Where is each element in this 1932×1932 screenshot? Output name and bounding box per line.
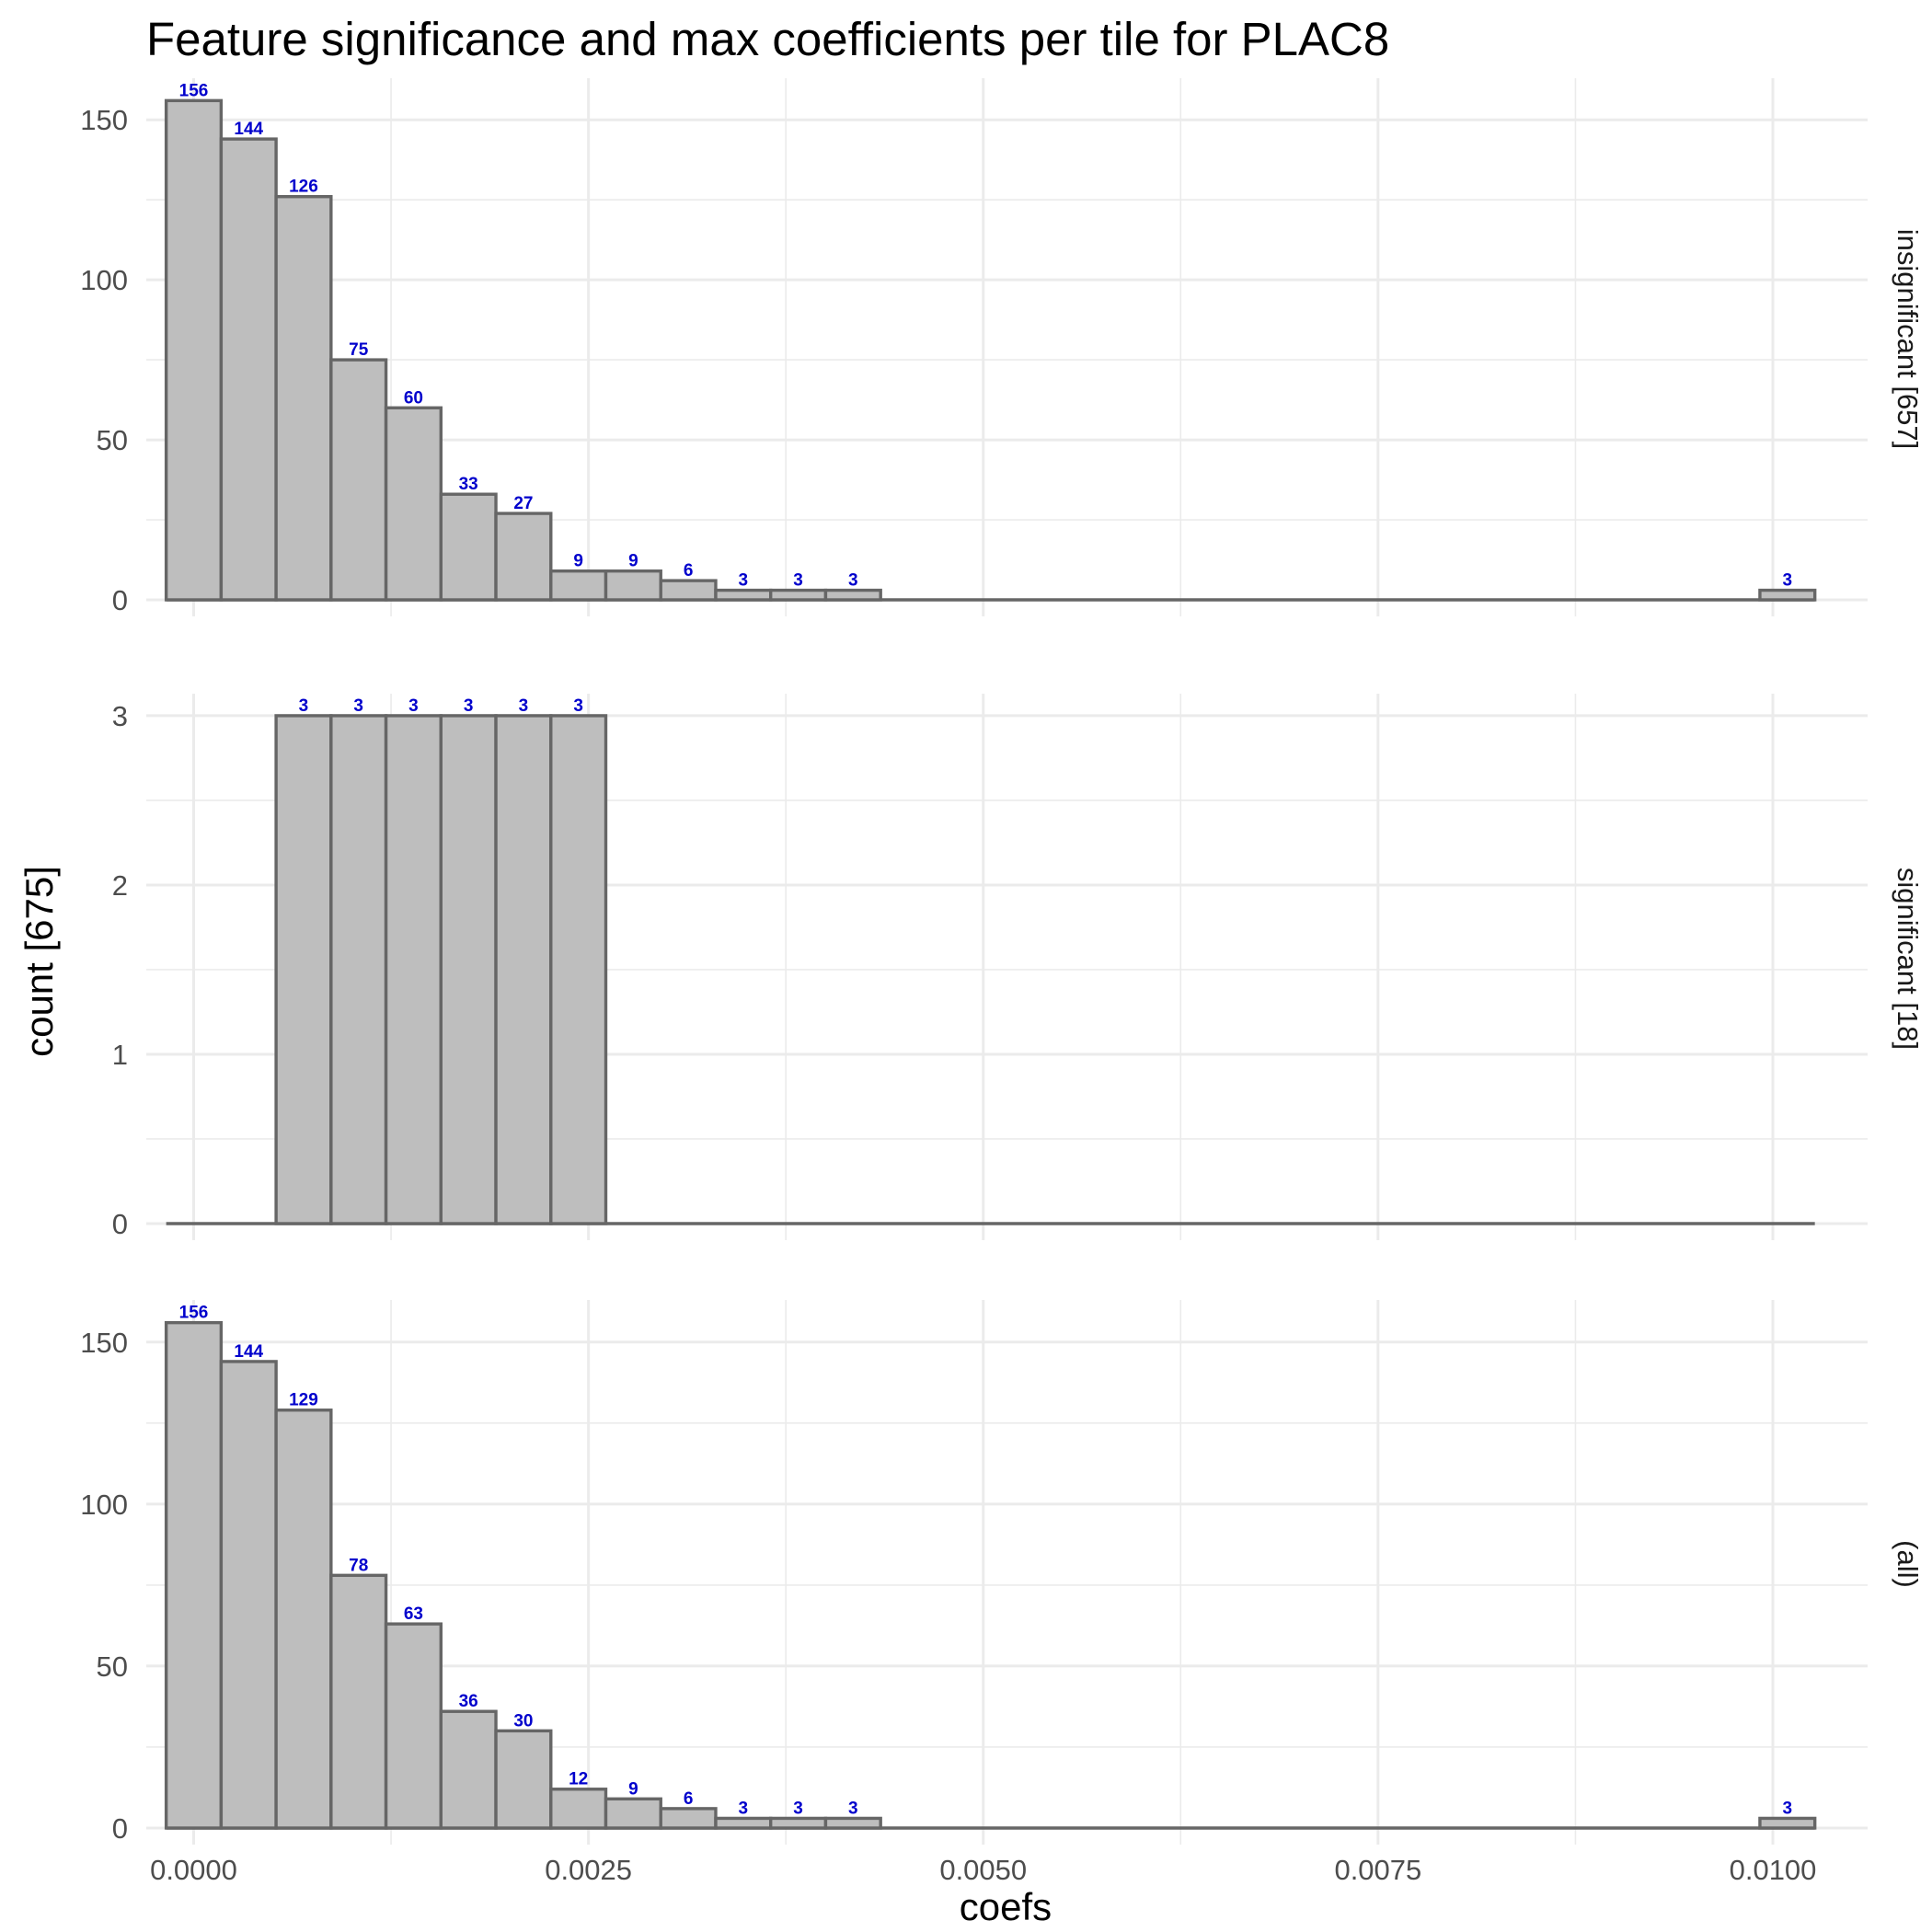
histogram-bar <box>659 1807 718 1830</box>
histogram-bar <box>329 1573 388 1830</box>
histogram-bar <box>549 714 608 1225</box>
y-tick-label: 0 <box>112 1208 128 1240</box>
histogram-bar <box>274 714 333 1225</box>
bar-count-label: 3 <box>408 696 419 716</box>
bar-count-label: 3 <box>739 1799 749 1818</box>
histogram-bar <box>329 358 388 602</box>
facet-strip-label: significant [18] <box>1892 868 1924 1050</box>
histogram-bar <box>769 1816 828 1830</box>
bar-count-label: 156 <box>179 81 209 100</box>
histogram-bar <box>329 714 388 1225</box>
histogram-bar <box>494 714 553 1225</box>
x-axis-title: coefs <box>960 1885 1052 1928</box>
bar-count-label: 3 <box>519 696 529 716</box>
histogram-bar <box>274 1409 333 1830</box>
bar-count-label: 3 <box>573 696 583 716</box>
bar-count-label: 3 <box>299 696 309 716</box>
bar-count-label: 144 <box>234 1342 263 1362</box>
y-tick-label: 0 <box>112 1812 128 1845</box>
bar-count-label: 156 <box>179 1304 209 1323</box>
histogram-bar <box>384 406 443 602</box>
histogram-bar <box>604 569 662 602</box>
histogram-bar <box>1758 1816 1817 1830</box>
bar-count-label: 9 <box>573 552 583 571</box>
histogram-bar <box>384 714 443 1225</box>
x-tick-label: 0.0050 <box>939 1854 1027 1886</box>
y-tick-label: 0 <box>112 584 128 616</box>
x-tick-label: 0.0100 <box>1730 1854 1817 1886</box>
bar-count-label: 144 <box>234 120 263 139</box>
bar-count-label: 9 <box>628 552 638 571</box>
bar-count-label: 3 <box>353 696 363 716</box>
x-tick-label: 0.0075 <box>1334 1854 1421 1886</box>
facet-strip-label: insignificant [657] <box>1892 229 1924 450</box>
histogram-bar <box>384 1622 443 1830</box>
bar-count-label: 3 <box>793 571 803 591</box>
histogram-bar <box>164 98 224 602</box>
histogram-bar <box>823 588 882 602</box>
histogram-bar <box>164 1320 224 1830</box>
histogram-bar <box>604 1797 662 1830</box>
bar-count-label: 27 <box>513 494 533 513</box>
histogram-bar <box>549 569 608 602</box>
histogram-bar <box>219 137 278 602</box>
histogram-bar <box>439 492 498 602</box>
histogram-bar <box>494 1729 553 1830</box>
bar-count-label: 30 <box>513 1711 533 1731</box>
histogram-bar <box>1758 588 1817 602</box>
histogram-bar <box>714 588 773 602</box>
bar-count-label: 129 <box>289 1391 318 1410</box>
bar-count-label: 3 <box>1783 1799 1793 1818</box>
y-tick-label: 150 <box>80 1327 128 1359</box>
bar-count-label: 75 <box>349 340 369 360</box>
y-axis-title: count [675] <box>17 866 61 1057</box>
bar-count-label: 3 <box>848 571 858 591</box>
histogram-bar <box>659 579 718 602</box>
bar-count-label: 60 <box>404 388 423 408</box>
histogram-bar <box>219 1360 278 1830</box>
histogram-bar <box>439 714 498 1225</box>
x-axis: 0.0000 0.0025 0.0050 0.0075 0.0100 <box>150 1854 1816 1886</box>
bar-count-label: 6 <box>684 1789 694 1809</box>
panel-1: 0 1 2 3 3 3 3 3 3 3 significant [18] <box>112 694 1924 1240</box>
histogram-bar <box>274 195 333 602</box>
histogram-bar <box>714 1816 773 1830</box>
y-tick-label: 100 <box>80 264 128 296</box>
histogram-bar <box>823 1816 882 1830</box>
y-tick-label: 100 <box>80 1489 128 1521</box>
bar-count-label: 63 <box>404 1604 423 1624</box>
histogram-bar <box>439 1709 498 1830</box>
y-tick-label: 3 <box>112 700 128 732</box>
x-tick-label: 0.0000 <box>150 1854 237 1886</box>
facet-strip-label: (all) <box>1892 1540 1924 1588</box>
y-tick-label: 2 <box>112 869 128 902</box>
bar-count-label: 3 <box>848 1799 858 1818</box>
bar-count-label: 126 <box>289 178 318 197</box>
y-tick-label: 50 <box>97 1650 128 1683</box>
bar-count-label: 78 <box>349 1556 368 1575</box>
histogram-bar <box>769 588 828 602</box>
bar-count-label: 3 <box>1783 571 1793 591</box>
bar-count-label: 9 <box>628 1779 638 1799</box>
histogram-bar <box>549 1788 608 1830</box>
bar-count-label: 12 <box>569 1770 588 1789</box>
bar-count-label: 3 <box>739 571 749 591</box>
y-tick-label: 150 <box>80 104 128 136</box>
bar-count-label: 6 <box>684 561 694 581</box>
x-tick-label: 0.0025 <box>545 1854 632 1886</box>
bar-count-label: 33 <box>459 475 478 494</box>
bar-count-label: 36 <box>459 1692 478 1711</box>
y-tick-label: 50 <box>97 424 128 456</box>
chart-title: Feature significance and max coefficient… <box>146 13 1389 65</box>
histogram-bar <box>494 512 553 602</box>
bar-count-label: 3 <box>464 696 474 716</box>
y-tick-label: 1 <box>112 1039 128 1071</box>
bar-count-label: 3 <box>793 1799 803 1818</box>
